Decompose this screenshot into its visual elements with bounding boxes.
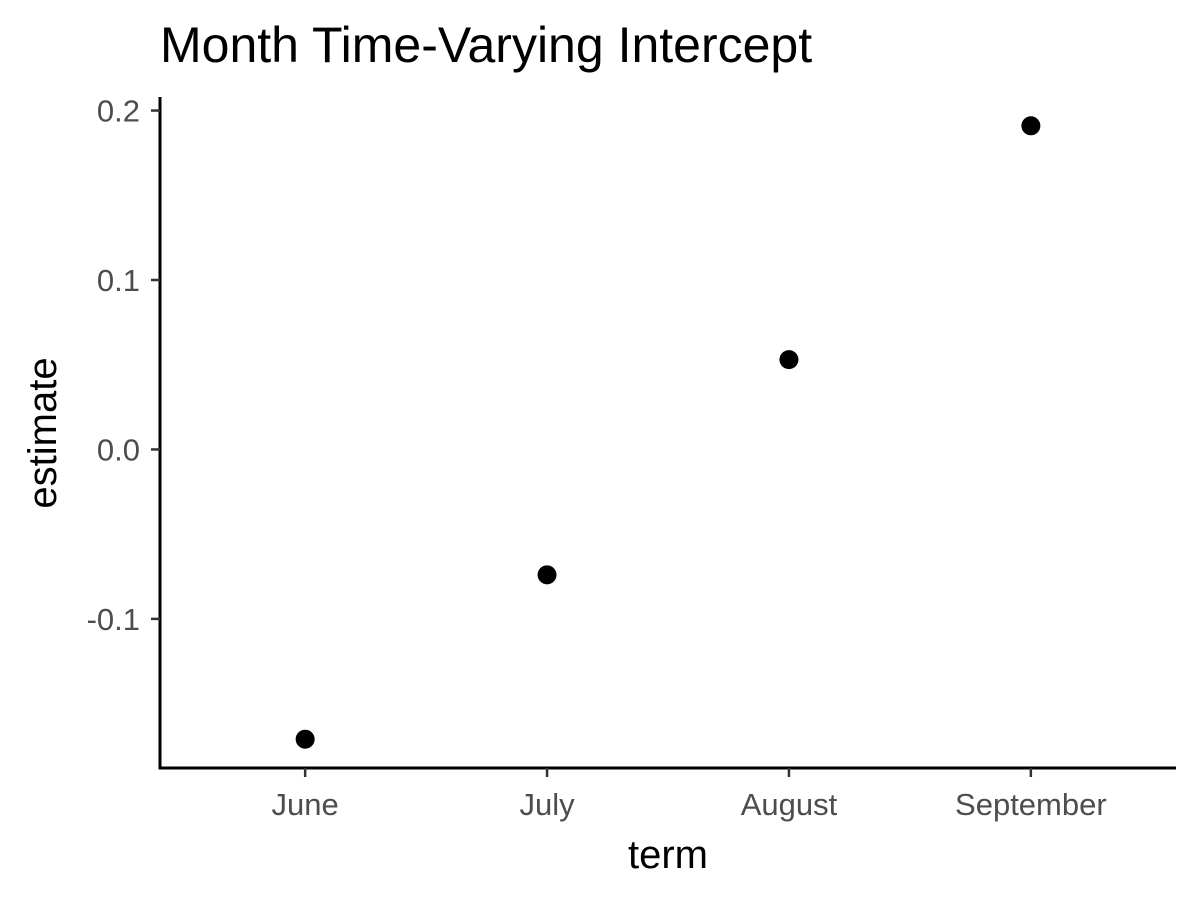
- chart-title: Month Time-Varying Intercept: [160, 17, 812, 73]
- x-axis-title: term: [628, 833, 708, 877]
- data-point: [295, 729, 315, 749]
- y-tick-label: -0.1: [87, 602, 140, 637]
- data-point: [1021, 116, 1041, 136]
- y-tick-label: 0.1: [97, 263, 140, 298]
- y-tick-label: 0.2: [97, 94, 140, 129]
- data-point: [537, 565, 557, 585]
- data-point: [779, 350, 799, 370]
- y-axis-title: estimate: [21, 357, 65, 508]
- x-tick-label: August: [741, 787, 838, 822]
- x-tick-label: June: [272, 787, 339, 822]
- x-tick-label: September: [955, 787, 1107, 822]
- y-tick-label: 0.0: [97, 432, 140, 467]
- x-tick-label: July: [519, 787, 575, 822]
- plot-area: -0.1 0.0 0.1 0.2 June July August September: [87, 94, 1176, 822]
